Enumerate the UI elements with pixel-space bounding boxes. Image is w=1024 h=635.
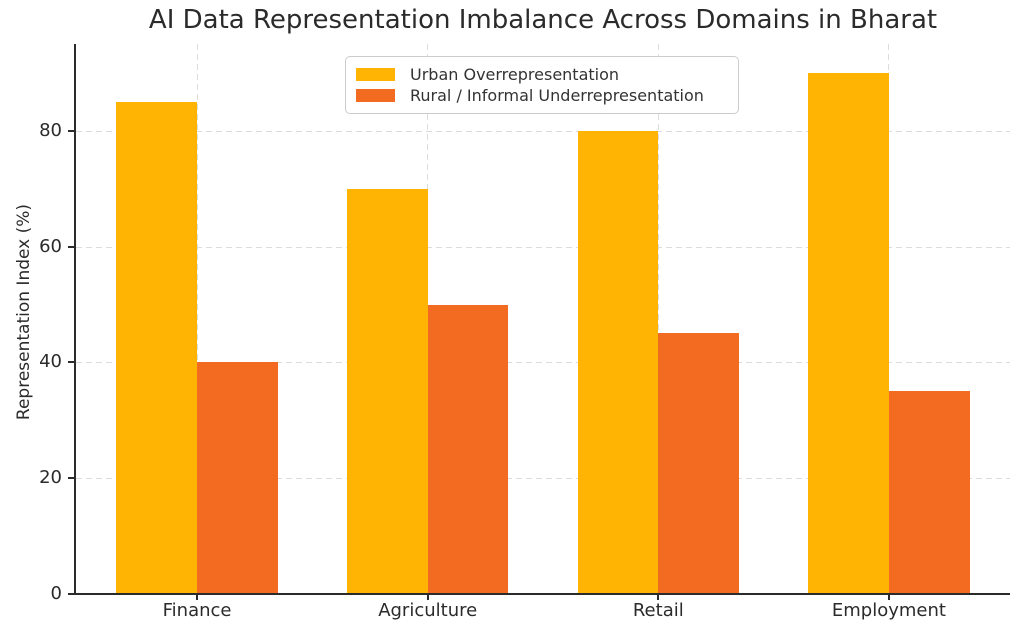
y-tick-20 bbox=[68, 477, 74, 480]
x-tick-label-retail: Retail bbox=[632, 600, 684, 621]
bar-urban-retail bbox=[577, 130, 659, 594]
gridline-x-retail bbox=[657, 44, 659, 594]
legend-label-urban: Urban Overrepresentation bbox=[410, 65, 620, 84]
gridline-y-40 bbox=[76, 362, 1010, 364]
gridline-y-80 bbox=[76, 130, 1010, 132]
x-tick-employment bbox=[887, 595, 890, 600]
x-tick-label-finance: Finance bbox=[162, 600, 232, 621]
bar-urban-agriculture bbox=[346, 188, 428, 594]
legend-swatch-rural bbox=[356, 89, 395, 102]
y-tick-label-20: 20 bbox=[39, 467, 62, 489]
x-tick-agriculture bbox=[426, 595, 429, 600]
y-tick-label-80: 80 bbox=[39, 119, 62, 141]
plot-area bbox=[76, 44, 1010, 594]
legend: Urban Overrepresentation Rural / Informa… bbox=[345, 56, 739, 114]
y-tick-label-60: 60 bbox=[39, 235, 62, 257]
chart-title: AI Data Representation Imbalance Across … bbox=[148, 5, 938, 35]
y-tick-80 bbox=[68, 129, 74, 132]
gridline-x-employment bbox=[888, 44, 890, 594]
legend-item-urban: Urban Overrepresentation bbox=[356, 65, 728, 84]
y-axis-label: Representation Index (%) bbox=[14, 203, 34, 421]
x-tick-label-employment: Employment bbox=[831, 600, 946, 621]
y-tick-40 bbox=[68, 361, 74, 364]
bar-urban-finance bbox=[116, 101, 198, 594]
bar-rural-employment bbox=[888, 391, 970, 594]
bar-rural-retail bbox=[658, 333, 739, 594]
x-tick-retail bbox=[657, 595, 660, 600]
gridline-x-finance bbox=[196, 44, 198, 594]
y-tick-60 bbox=[68, 245, 74, 248]
bar-urban-employment bbox=[808, 72, 889, 594]
y-axis-spine bbox=[74, 44, 76, 595]
gridline-y-20 bbox=[76, 478, 1010, 480]
x-axis-spine bbox=[74, 593, 1010, 595]
y-tick-0 bbox=[68, 593, 74, 595]
y-tick-label-40: 40 bbox=[39, 351, 62, 373]
gridline-y-60 bbox=[76, 246, 1010, 248]
y-tick-label-0: 0 bbox=[50, 583, 62, 604]
x-tick-label-agriculture: Agriculture bbox=[378, 600, 478, 621]
x-tick-finance bbox=[196, 595, 199, 600]
legend-label-rural: Rural / Informal Underrepresentation bbox=[410, 86, 704, 105]
bar-rural-finance bbox=[197, 362, 278, 594]
legend-swatch-urban bbox=[356, 68, 395, 81]
legend-item-rural: Rural / Informal Underrepresentation bbox=[356, 86, 728, 105]
bar-rural-agriculture bbox=[427, 304, 509, 594]
